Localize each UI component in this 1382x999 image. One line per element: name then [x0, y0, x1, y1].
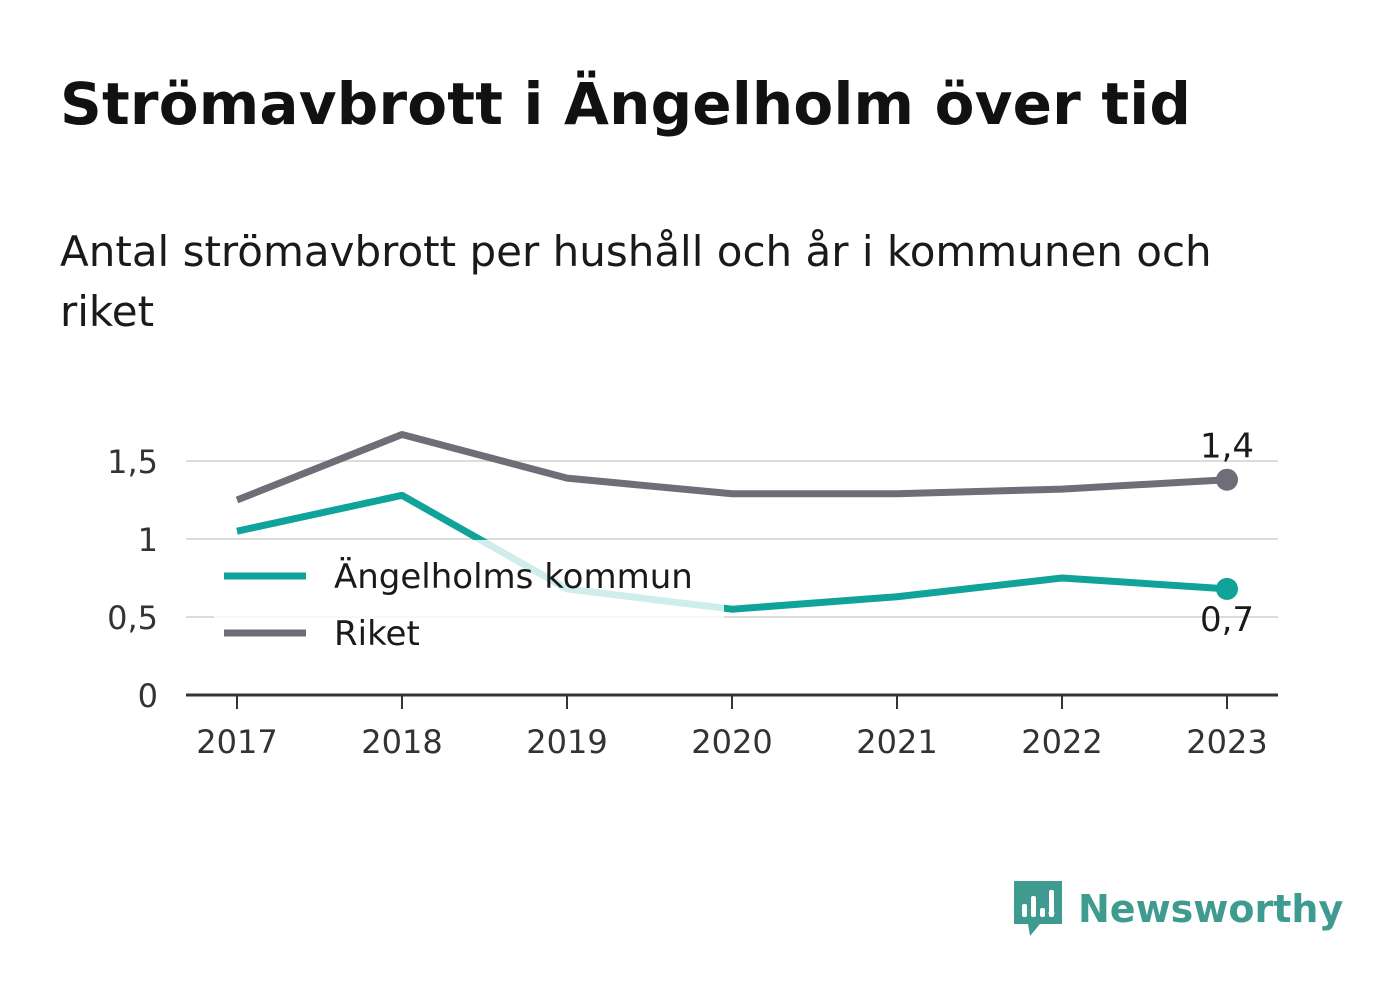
brand-logo: Newsworthy — [1010, 878, 1343, 940]
end-point-marker — [1216, 468, 1238, 491]
x-tick-label: 2023 — [1186, 723, 1267, 761]
x-tick-label: 2019 — [526, 723, 607, 761]
legend-label: Riket — [334, 614, 420, 654]
end-point-marker — [1216, 577, 1238, 600]
chart-subtitle: Antal strömavbrott per hushåll och år i … — [60, 227, 1212, 336]
legend-box — [214, 540, 724, 658]
x-axis: 2017 2018 2019 2020 2021 2022 2023 — [186, 693, 1278, 761]
end-labels: 0,7 1,4 — [1200, 427, 1254, 640]
chart-title: Strömavbrott i Ängelholm över tid — [60, 70, 1192, 138]
x-tick-label: 2020 — [691, 723, 772, 761]
series-lines — [235, 430, 1238, 613]
end-value-label: 0,7 — [1200, 600, 1254, 640]
x-tick-label: 2018 — [361, 723, 442, 761]
y-tick-label: 1 — [138, 521, 158, 559]
x-tick-label: 2022 — [1021, 723, 1102, 761]
newsworthy-logo-icon — [1014, 881, 1062, 936]
series-line — [235, 430, 1228, 504]
x-tick-label: 2021 — [856, 723, 937, 761]
legend-label: Ängelholms kommun — [334, 557, 693, 597]
y-tick-label: 0 — [138, 677, 158, 715]
legend: Ängelholms kommun Riket — [214, 540, 724, 658]
y-axis-ticks: 0 0,5 1 1,5 — [107, 443, 158, 715]
brand-name: Newsworthy — [1078, 887, 1344, 931]
end-value-label: 1,4 — [1200, 427, 1254, 467]
y-tick-label: 1,5 — [107, 443, 158, 481]
y-tick-label: 0,5 — [107, 599, 158, 637]
x-tick-label: 2017 — [196, 723, 277, 761]
